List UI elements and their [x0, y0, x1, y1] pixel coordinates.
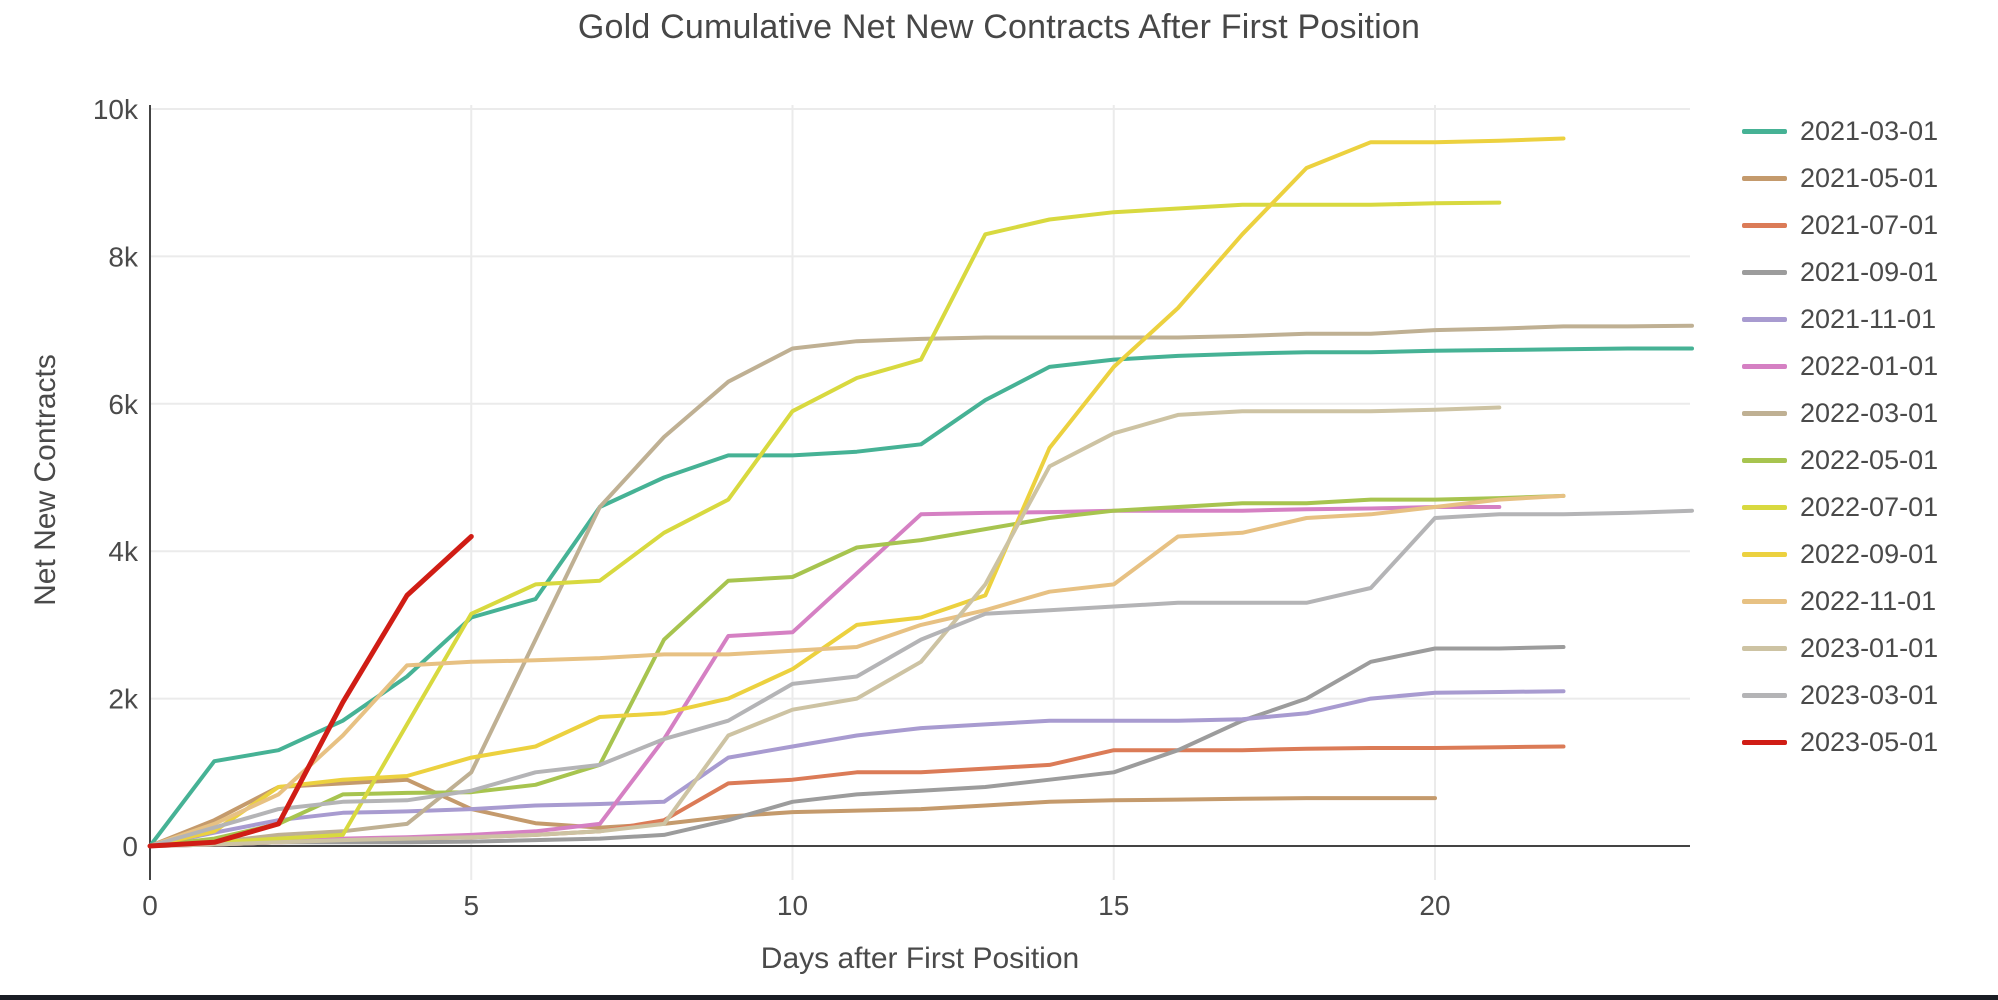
- legend-swatch-line: [1742, 646, 1787, 651]
- legend-item-label: 2022-03-01: [1800, 398, 1939, 428]
- legend-item-label: 2021-05-01: [1800, 163, 1939, 193]
- legend-item-2023-05-01[interactable]: 2023-05-01: [1742, 719, 1938, 766]
- x-tick-label: 5: [463, 890, 479, 921]
- y-tick-label: 10k: [93, 94, 139, 125]
- legend-item-2022-01-01[interactable]: 2022-01-01: [1742, 343, 1938, 390]
- series-line-2021-03-01[interactable]: [148, 346, 1694, 848]
- legend-swatch-line: [1742, 505, 1787, 510]
- legend-item-label: 2022-05-01: [1800, 445, 1939, 475]
- legend-item-2021-11-01[interactable]: 2021-11-01: [1742, 296, 1938, 343]
- y-axis-title: Net New Contracts: [29, 354, 62, 606]
- y-tick-label: 6k: [108, 389, 139, 420]
- y-tick-label: 8k: [108, 241, 139, 272]
- series-line-2022-11-01[interactable]: [148, 493, 1566, 848]
- legend-item-2022-11-01[interactable]: 2022-11-01: [1742, 578, 1938, 625]
- y-tick-label: 2k: [108, 684, 139, 715]
- y-tick-label: 4k: [108, 536, 139, 567]
- legend-swatch-line: [1742, 176, 1787, 181]
- legend-swatch-line: [1742, 552, 1787, 557]
- legend-item-label: 2021-09-01: [1800, 257, 1939, 287]
- legend-swatch-line: [1742, 458, 1787, 463]
- series-line-2021-05-01[interactable]: [148, 777, 1437, 848]
- legend-item-label: 2022-01-01: [1800, 351, 1939, 381]
- series-line-2022-05-01[interactable]: [148, 493, 1566, 848]
- legend-item-2023-01-01[interactable]: 2023-01-01: [1742, 625, 1938, 672]
- legend-swatch-line: [1742, 411, 1787, 416]
- legend-swatch-line: [1742, 364, 1787, 369]
- y-tick-label: 0: [122, 831, 138, 862]
- legend: 2021-03-01 2021-05-01 2021-07-01 2021-09-01…: [1742, 108, 1938, 766]
- chart-title: Gold Cumulative Net New Contracts After …: [577, 8, 1421, 46]
- legend-swatch-line: [1742, 223, 1787, 228]
- legend-item-2021-05-01[interactable]: 2021-05-01: [1742, 155, 1938, 202]
- series-line-2022-09-01[interactable]: [148, 136, 1566, 848]
- legend-item-label: 2023-05-01: [1800, 727, 1939, 757]
- legend-item-label: 2021-03-01: [1800, 116, 1939, 146]
- legend-item-label: 2023-01-01: [1800, 633, 1939, 663]
- legend-item-label: 2022-11-01: [1800, 586, 1937, 616]
- x-tick-label: 10: [777, 890, 808, 921]
- legend-item-label: 2023-03-01: [1800, 680, 1939, 710]
- series-line-2021-11-01[interactable]: [148, 689, 1566, 848]
- legend-swatch-line: [1742, 270, 1787, 275]
- series-line-2022-03-01[interactable]: [148, 323, 1694, 848]
- legend-item-label: 2021-07-01: [1800, 210, 1939, 240]
- legend-item-label: 2022-09-01: [1800, 539, 1939, 569]
- legend-item-2022-05-01[interactable]: 2022-05-01: [1742, 437, 1938, 484]
- legend-swatch-line: [1742, 740, 1787, 745]
- legend-swatch-line: [1742, 129, 1787, 134]
- legend-item-2022-07-01[interactable]: 2022-07-01: [1742, 484, 1938, 531]
- x-tick-label: 20: [1419, 890, 1450, 921]
- legend-item-2023-03-01[interactable]: 2023-03-01: [1742, 672, 1938, 719]
- legend-item-label: 2021-11-01: [1800, 304, 1937, 334]
- x-axis-title: Days after First Position: [760, 942, 1080, 975]
- series-line-2023-03-01[interactable]: [148, 508, 1694, 848]
- series-line-2021-09-01[interactable]: [148, 645, 1566, 848]
- legend-item-2021-03-01[interactable]: 2021-03-01: [1742, 108, 1938, 155]
- legend-item-2022-03-01[interactable]: 2022-03-01: [1742, 390, 1938, 437]
- x-tick-label: 15: [1098, 890, 1129, 921]
- x-tick-label: 0: [142, 890, 158, 921]
- legend-swatch-line: [1742, 693, 1787, 698]
- series-line-2023-05-01[interactable]: [147, 534, 474, 849]
- legend-item-2022-09-01[interactable]: 2022-09-01: [1742, 531, 1938, 578]
- legend-swatch-line: [1742, 317, 1787, 322]
- legend-item-2021-07-01[interactable]: 2021-07-01: [1742, 202, 1938, 249]
- legend-item-label: 2022-07-01: [1800, 492, 1939, 522]
- legend-swatch-line: [1742, 599, 1787, 604]
- legend-item-2021-09-01[interactable]: 2021-09-01: [1742, 249, 1938, 296]
- series-line-2023-01-01[interactable]: [148, 405, 1502, 848]
- bottom-bar: [0, 995, 1998, 1000]
